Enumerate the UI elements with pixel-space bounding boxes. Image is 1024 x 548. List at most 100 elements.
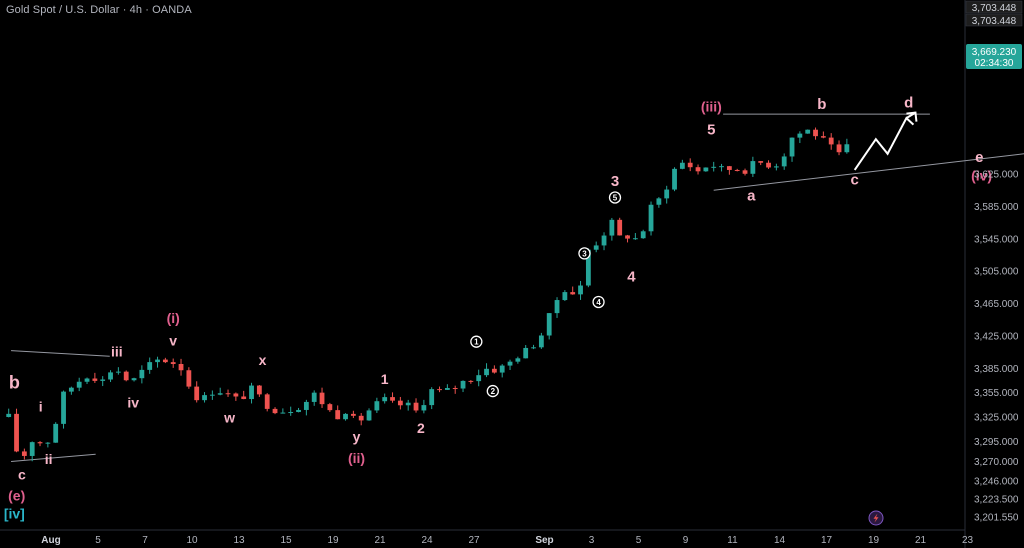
candle-body xyxy=(805,129,811,134)
candle-body xyxy=(397,400,403,406)
candle-body xyxy=(413,402,419,411)
candle-body xyxy=(296,409,301,413)
trendline-lower-channel-left xyxy=(11,453,96,463)
wave-label: x xyxy=(259,352,267,368)
y-tick-label: 3,201.550 xyxy=(974,513,1019,524)
x-tick-label: 14 xyxy=(774,535,786,546)
x-tick-label: 11 xyxy=(727,535,738,546)
x-tick-label: 9 xyxy=(683,535,689,546)
candle-body xyxy=(29,442,35,456)
x-tick-label: 19 xyxy=(868,535,880,546)
candle-body xyxy=(820,136,826,138)
wave-circle-label: 3 xyxy=(578,247,591,260)
candle-body xyxy=(14,413,19,452)
candle-body xyxy=(100,379,106,381)
candles-layer xyxy=(6,127,850,462)
wave-label: b xyxy=(817,96,826,113)
candle-body xyxy=(781,156,787,167)
y-tick-label: 3,270.000 xyxy=(974,457,1019,468)
wave-circle-number: 2 xyxy=(491,387,496,396)
candle-body xyxy=(68,387,74,392)
wave-label: (ii) xyxy=(348,450,365,466)
candle-body xyxy=(797,133,803,138)
high-tag-1-bg xyxy=(965,0,1023,14)
candle-body xyxy=(108,372,113,380)
wave-label: iii xyxy=(111,343,123,359)
candle-body xyxy=(617,219,623,236)
candle-body xyxy=(672,168,677,190)
wave-label: (iv) xyxy=(971,167,992,183)
current-price-tag: 3,669.230 xyxy=(972,47,1017,58)
y-tick-label: 3,355.000 xyxy=(974,388,1019,399)
projection-layer xyxy=(853,111,918,171)
candle-body xyxy=(601,235,607,246)
wave-circle-label: 5 xyxy=(608,191,622,204)
candle-body xyxy=(546,313,552,336)
x-tick-label: 21 xyxy=(915,535,927,546)
y-tick-label: 3,295.000 xyxy=(974,437,1019,448)
wave-label: v xyxy=(169,333,177,349)
candle-body xyxy=(272,408,278,414)
candle-body xyxy=(37,442,43,444)
candle-body xyxy=(836,144,842,153)
candle-body xyxy=(178,364,184,371)
price-axis[interactable]: 3,201.550 3,223.500 3,246.000 3,270.000 3,29… xyxy=(974,170,1019,524)
candle-body xyxy=(123,371,129,381)
candle-body xyxy=(194,386,200,401)
time-axis[interactable]: Aug 5 7 10 13 15 19 21 24 27 Sep 3 5 9 11 14 17 19 21 23 xyxy=(41,535,973,546)
wave-label: c xyxy=(851,172,859,189)
candle-body xyxy=(233,393,239,397)
candle-body xyxy=(687,162,693,168)
candle-body xyxy=(155,359,160,363)
candle-body xyxy=(280,412,286,414)
y-tick-label: 3,385.000 xyxy=(974,364,1019,375)
candle-body xyxy=(476,375,482,382)
candle-body xyxy=(813,129,818,137)
candle-body xyxy=(335,410,341,420)
candle-body xyxy=(491,368,497,373)
x-tick-label: 24 xyxy=(421,535,433,546)
candle-body xyxy=(484,368,489,376)
candle-body xyxy=(366,410,372,421)
candle-body xyxy=(726,166,732,170)
candle-body xyxy=(21,451,27,456)
candle-body xyxy=(844,144,850,153)
current-price-tag-bg xyxy=(966,44,1022,69)
x-tick-label: 5 xyxy=(95,535,101,546)
y-tick-label: 3,465.000 xyxy=(974,299,1019,310)
candle-body xyxy=(664,189,670,199)
y-tick-label: 3,325.000 xyxy=(974,413,1019,424)
x-tick-label: 10 xyxy=(186,535,198,546)
wave-circle-number: 5 xyxy=(613,193,618,202)
candle-body xyxy=(45,442,51,444)
candle-body xyxy=(523,347,529,359)
x-tick-label: Aug xyxy=(41,535,60,546)
x-tick-label: 27 xyxy=(468,535,480,546)
candle-body xyxy=(640,231,646,239)
candle-body xyxy=(719,166,724,168)
candle-body xyxy=(437,389,442,391)
candle-body xyxy=(303,401,309,410)
candle-body xyxy=(570,292,576,295)
wave-label: 3 xyxy=(611,173,619,190)
countdown-tag: 02:34:30 xyxy=(975,58,1014,69)
candle-body xyxy=(92,378,98,381)
candle-body xyxy=(679,162,685,169)
candle-body xyxy=(390,397,395,401)
wave-labels-layer: bc(e)[iv]iiiiiiivv(i)wxy(ii)12345(iii)ab… xyxy=(4,95,992,522)
wave-circle-number: 3 xyxy=(582,249,587,258)
candle-body xyxy=(758,161,764,163)
candle-body xyxy=(405,402,411,406)
candle-body xyxy=(593,245,599,250)
candle-body xyxy=(695,167,701,172)
wave-label: w xyxy=(223,410,235,426)
candle-body xyxy=(452,388,458,390)
candle-body xyxy=(656,198,662,205)
trendline-support-triangle xyxy=(713,153,1024,191)
candle-body xyxy=(343,413,348,420)
y-tick-label: 3,425.000 xyxy=(974,332,1019,343)
wave-label: 4 xyxy=(627,269,636,286)
wave-label: y xyxy=(353,428,361,444)
lightning-icon[interactable] xyxy=(868,510,884,526)
